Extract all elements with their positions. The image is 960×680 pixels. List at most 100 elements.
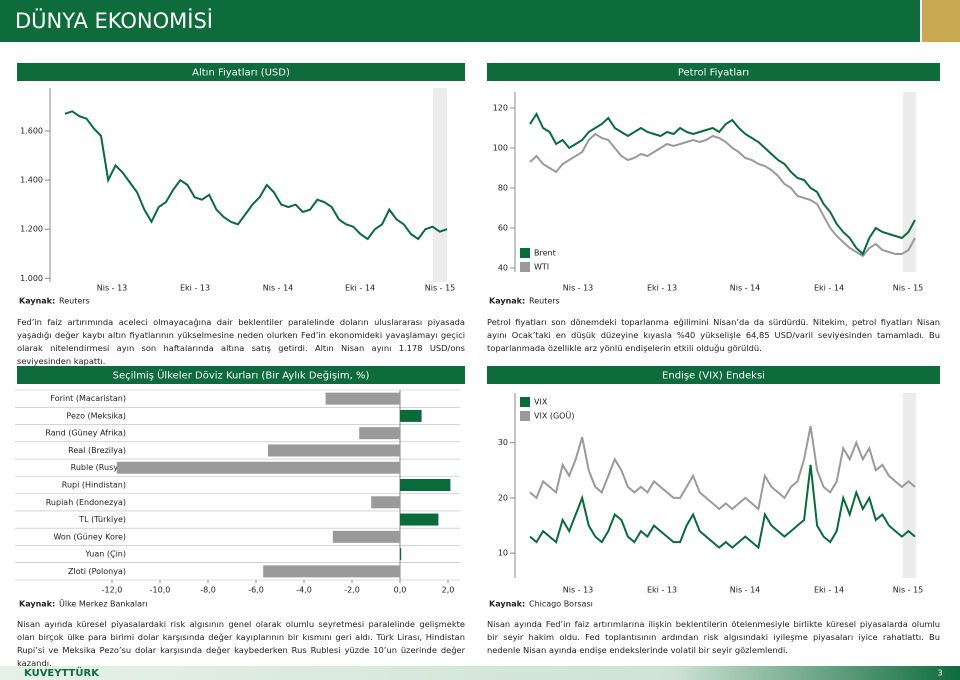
source: Ülke Merkez Bankaları — [59, 599, 148, 609]
footer-brand: KUVEYTTÜRK — [24, 665, 100, 679]
y-tick-label: 100 — [493, 144, 508, 153]
line — [529, 111, 916, 256]
y-tick-label: 30 — [498, 438, 508, 447]
bar — [268, 444, 400, 457]
category-label: Zloti (Polonya) — [68, 567, 126, 576]
category-label: Yuan (Çin) — [84, 550, 126, 559]
source: Reuters — [529, 297, 560, 306]
line — [529, 132, 916, 258]
y-tick-label: 1.000 — [20, 274, 43, 283]
description: Fed’in faiz artırımında aceleci olmayaca… — [17, 317, 465, 366]
panel-title: Altın Fiyatları (USD) — [192, 68, 290, 79]
legend-label: Brent — [534, 249, 556, 258]
x-tick-label: -8,0 — [200, 586, 216, 595]
bar — [400, 479, 451, 491]
legend-label: WTI — [534, 263, 549, 272]
category-label: Rupi (Hindistan) — [62, 481, 126, 490]
legend-swatch — [520, 411, 530, 421]
y-tick-label: 80 — [498, 184, 508, 193]
panel-title: Petrol Fiyatları — [678, 68, 749, 79]
panel-title: Endişe (VIX) Endeksi — [662, 371, 765, 382]
bar — [371, 496, 400, 509]
source-label: Kaynak: — [489, 600, 525, 609]
source-label: Kaynak: — [19, 297, 55, 306]
bar — [116, 461, 401, 474]
x-tick-label: Eki - 14 — [814, 586, 844, 595]
description: Nisan ayında Fed’in faiz artırımlarına i… — [487, 619, 940, 655]
footer-page: 3 — [937, 669, 942, 678]
y-tick-label: 1.600 — [20, 126, 43, 135]
x-tick-label: Nis - 15 — [893, 586, 924, 595]
x-tick-label: Nis - 14 — [263, 284, 294, 293]
x-tick-label: Eki - 13 — [180, 284, 210, 293]
panel-title-bar — [17, 366, 465, 384]
header-accent — [922, 0, 960, 42]
highlight-band — [903, 92, 916, 272]
category-label: Won (Güney Kore) — [53, 532, 126, 541]
legend-label: VIX (GOÜ) — [534, 411, 574, 421]
x-tick-label: Nis - 15 — [425, 284, 456, 293]
panel-title-bar — [487, 63, 940, 81]
x-tick-label: Nis - 14 — [730, 284, 761, 293]
source: Chicago Borsası — [529, 600, 593, 609]
x-tick-label: -2,0 — [344, 586, 360, 595]
line — [529, 464, 916, 550]
source-label: Kaynak: — [489, 297, 525, 306]
footer-bar — [0, 666, 960, 680]
description: Petrol fiyatları son dönemdeki toparlanm… — [487, 317, 940, 353]
x-tick-label: -6,0 — [248, 586, 264, 595]
x-tick-label: Nis - 14 — [730, 586, 761, 595]
description: Nisan ayında küresel piyasalardaki risk … — [17, 619, 465, 668]
highlight-band — [433, 88, 447, 282]
x-tick-label: Nis - 13 — [97, 284, 128, 293]
category-label: Pezo (Meksika) — [66, 411, 126, 420]
panel-title: Seçilmiş Ülkeler Döviz Kurları (Bir Aylı… — [113, 369, 370, 382]
x-tick-label: -4,0 — [296, 586, 312, 595]
x-tick-label: Eki - 13 — [647, 586, 677, 595]
x-tick-label: 0,0 — [394, 586, 407, 595]
x-tick-label: 2,0 — [442, 586, 455, 595]
x-tick-label: Nis - 13 — [563, 284, 594, 293]
source-label: Kaynak: — [19, 600, 55, 609]
source: Reuters — [59, 297, 90, 306]
category-label: Real (Brezilya) — [68, 446, 126, 455]
x-tick-label: Nis - 13 — [563, 586, 594, 595]
x-tick-label: -12,0 — [102, 586, 123, 595]
legend-swatch — [520, 262, 530, 272]
x-tick-label: Nis - 15 — [893, 284, 924, 293]
y-tick-label: 1.400 — [20, 176, 43, 185]
header-bar — [0, 0, 920, 42]
bar — [332, 530, 400, 543]
x-tick-label: -10,0 — [150, 586, 171, 595]
legend-label: VIX — [534, 398, 548, 407]
panel-title-bar — [17, 63, 465, 81]
legend-swatch — [520, 397, 530, 407]
line — [529, 425, 916, 511]
category-label: TL (Türkiye) — [78, 515, 126, 524]
y-tick-label: 60 — [498, 224, 508, 233]
x-tick-label: Eki - 13 — [647, 284, 677, 293]
bar — [359, 427, 400, 440]
category-label: Rand (Güney Afrika) — [45, 429, 126, 438]
y-tick-label: 10 — [498, 549, 508, 558]
x-tick-label: Eki - 14 — [814, 284, 844, 293]
category-label: Forint (Macaristan) — [50, 394, 126, 403]
category-label: Ruble (Rusya) — [71, 463, 126, 472]
bar — [325, 392, 400, 405]
line — [64, 110, 448, 241]
panel-title-bar — [487, 366, 940, 384]
category-label: Rupiah (Endonezya) — [46, 498, 126, 507]
y-tick-label: 1.200 — [20, 225, 43, 234]
bar — [263, 565, 400, 578]
y-tick-label: 20 — [498, 493, 508, 502]
bar — [400, 548, 402, 561]
legend-swatch — [520, 248, 530, 258]
bar — [400, 409, 422, 422]
y-tick-label: 40 — [498, 264, 508, 273]
x-tick-label: Eki - 14 — [345, 284, 375, 293]
y-tick-label: 120 — [493, 104, 508, 113]
bar — [400, 513, 439, 526]
page-title: DÜNYA EKONOMİSİ — [15, 8, 213, 33]
